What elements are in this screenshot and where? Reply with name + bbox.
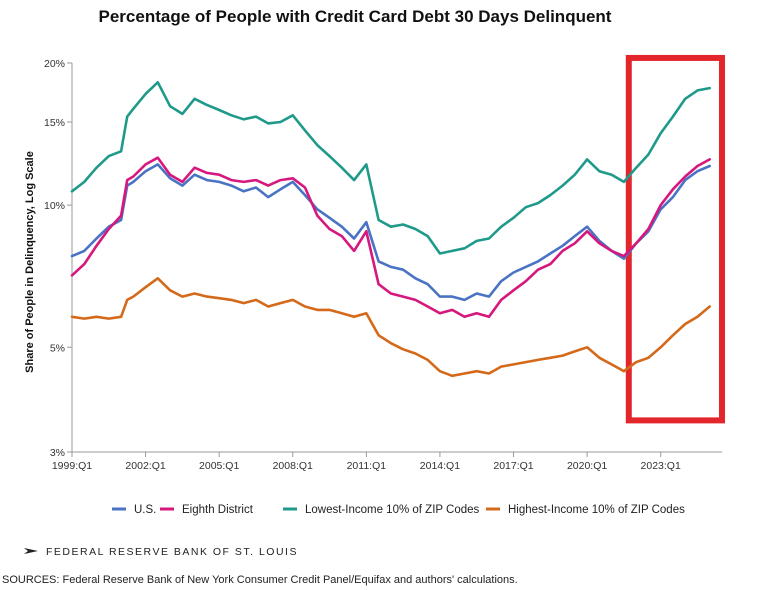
series-line-lowest-income-10-of-zip-codes bbox=[70, 81, 712, 255]
series-layer bbox=[70, 81, 712, 378]
y-axis-title: Share of People in Delinquency, Log Scal… bbox=[24, 151, 36, 373]
x-tick-label: 2017:Q1 bbox=[493, 460, 533, 472]
y-tick-label: 15% bbox=[44, 117, 65, 129]
x-tick-label: 2023:Q1 bbox=[641, 460, 681, 472]
publisher-name: FEDERAL RESERVE BANK OF ST. LOUIS bbox=[46, 546, 298, 558]
y-tick-label: 5% bbox=[50, 342, 65, 354]
x-tick-label: 2020:Q1 bbox=[567, 460, 607, 472]
x-tick-label: 2005:Q1 bbox=[199, 460, 239, 472]
x-tick-label: 2011:Q1 bbox=[347, 460, 387, 472]
legend-label: Highest-Income 10% of ZIP Codes bbox=[508, 504, 685, 516]
fed-logo: FEDERAL RESERVE BANK OF ST. LOUIS bbox=[24, 546, 298, 558]
x-tick-label: 1999:Q1 bbox=[52, 460, 92, 472]
y-tick-label: 10% bbox=[44, 200, 65, 212]
series-line-u-s bbox=[70, 163, 712, 302]
y-tick-label: 3% bbox=[50, 447, 65, 459]
highlight-layer bbox=[625, 54, 726, 424]
x-tick-label: 2002:Q1 bbox=[125, 460, 165, 472]
series-line-eighth-district bbox=[70, 156, 712, 319]
source-note: SOURCES: Federal Reserve Bank of New Yor… bbox=[2, 574, 518, 586]
legend: U.S. Eighth District Lowest-Income 10% of … bbox=[112, 504, 685, 516]
highlight-box bbox=[625, 54, 726, 424]
axes: 3% 5% 10% 15% 20% 1999:Q1 2002:Q1 2005:Q1 2008:Q… bbox=[44, 58, 722, 472]
x-tick-label: 2014:Q1 bbox=[420, 460, 460, 472]
legend-label: Lowest-Income 10% of ZIP Codes bbox=[305, 504, 480, 516]
chart-title: Percentage of People with Credit Card De… bbox=[99, 7, 612, 26]
x-tick-label: 2008:Q1 bbox=[273, 460, 313, 472]
legend-label: Eighth District bbox=[182, 504, 254, 516]
series-line-highest-income-10-of-zip-codes bbox=[70, 276, 712, 378]
legend-label: U.S. bbox=[134, 504, 156, 516]
y-tick-label: 20% bbox=[44, 58, 65, 70]
eagle-icon bbox=[24, 548, 38, 554]
